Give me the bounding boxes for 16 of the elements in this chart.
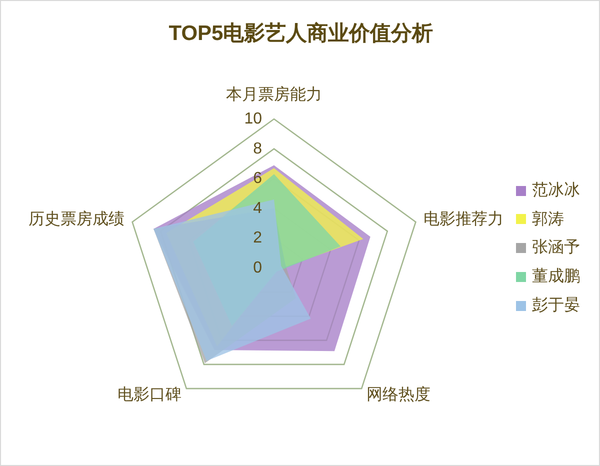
y-tick-label: 2	[253, 230, 262, 247]
legend-label: 董成鹏	[532, 268, 580, 286]
y-tick-label: 10	[244, 110, 262, 128]
spoke-label: 电影口碑	[118, 386, 182, 404]
chart-title: TOP5电影艺人商业价值分析	[168, 20, 434, 47]
legend-label: 郭涛	[532, 210, 564, 228]
legend-label: 张涵予	[532, 239, 580, 256]
spoke-label: 网络热度	[366, 386, 430, 404]
y-tick-label: 0	[253, 260, 262, 276]
spoke-label: 电影推荐力	[423, 210, 504, 228]
y-tick-label: 4	[253, 200, 262, 217]
spoke-label: 历史票房成绩	[28, 210, 125, 228]
spoke-label: 本月票房能力	[226, 86, 322, 104]
legend-label: 范冰冰	[532, 182, 580, 199]
legend-label: 彭于晏	[532, 296, 580, 314]
y-tick-label: 8	[253, 140, 262, 158]
